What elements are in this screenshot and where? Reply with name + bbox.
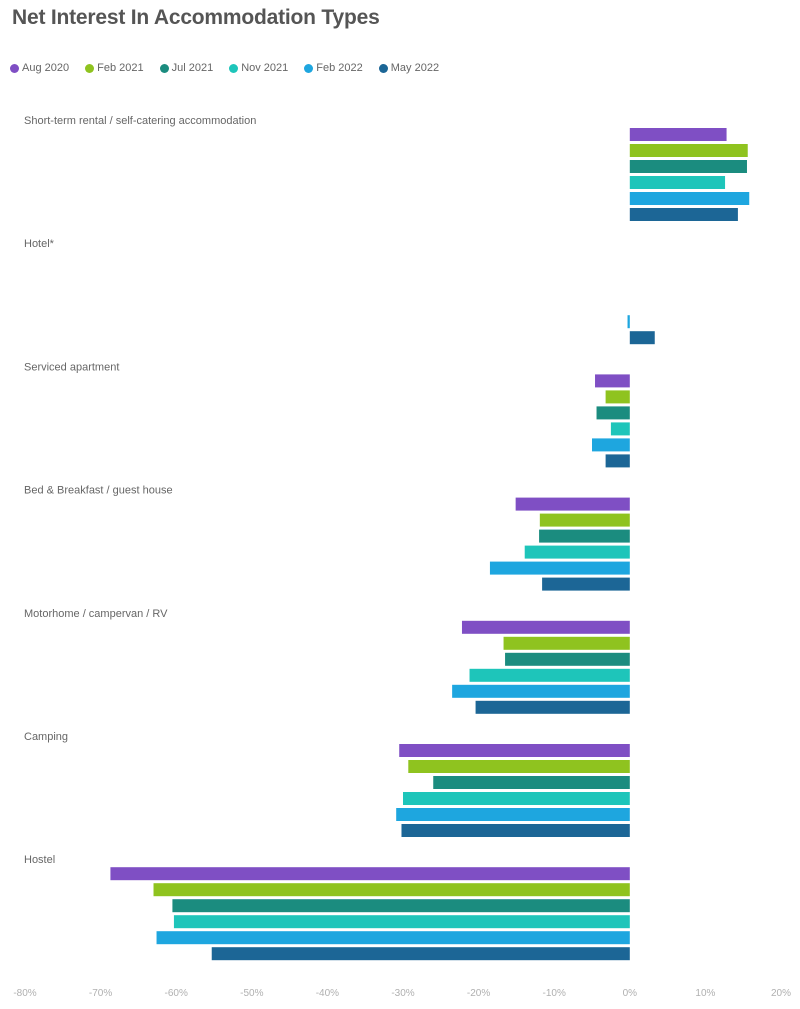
bar-may-2022[interactable] (211, 947, 630, 961)
bar-feb-2021[interactable] (629, 144, 748, 157)
legend-label: May 2022 (390, 62, 440, 74)
bar-aug-2020[interactable] (629, 128, 727, 141)
x-tick-label: -40% (316, 988, 339, 999)
legend-label: Jul 2021 (171, 62, 214, 74)
legend-dot-icon (229, 63, 239, 73)
bar-nov-2021[interactable] (173, 915, 630, 929)
bar-feb-2022[interactable] (396, 808, 630, 821)
bar-feb-2021[interactable] (605, 390, 630, 404)
bar-aug-2020[interactable] (461, 620, 630, 634)
category-label: Hotel* (24, 238, 55, 250)
legend-label: Feb 2022 (316, 62, 363, 74)
x-tick-label: -30% (391, 988, 414, 999)
bar-jul-2021[interactable] (505, 652, 630, 666)
legend-dot-icon (304, 63, 314, 73)
bar-aug-2020[interactable] (595, 374, 630, 388)
legend-item-feb-2022[interactable]: Feb 2022 (304, 62, 363, 74)
bar-nov-2021[interactable] (629, 176, 726, 189)
bar-aug-2020[interactable] (515, 497, 630, 511)
bar-feb-2022[interactable] (592, 438, 630, 452)
legend-dot-icon (159, 63, 169, 73)
legend-item-nov-2021[interactable]: Nov 2021 (229, 62, 288, 74)
legend-item-feb-2021[interactable]: Feb 2021 (85, 62, 144, 74)
bar-jul-2021[interactable] (596, 406, 630, 420)
bar-nov-2021[interactable] (524, 545, 630, 559)
bar-may-2022[interactable] (605, 454, 630, 468)
x-tick-label: 0% (623, 988, 638, 999)
bar-jul-2021[interactable] (629, 160, 747, 173)
bar-feb-2021[interactable] (503, 636, 630, 650)
bar-feb-2022[interactable] (489, 561, 630, 575)
bar-feb-2022[interactable] (452, 684, 630, 698)
x-tick-label: -50% (240, 988, 263, 999)
bar-jul-2021[interactable] (539, 529, 630, 543)
legend-dot-icon (85, 63, 95, 73)
category-label: Short-term rental / self-catering accomm… (24, 115, 256, 127)
legend-item-aug-2020[interactable]: Aug 2020 (10, 62, 69, 74)
bar-may-2022[interactable] (629, 331, 655, 345)
bar-feb-2021[interactable] (539, 513, 630, 527)
legend-dot-icon (378, 63, 388, 73)
bar-may-2022[interactable] (401, 824, 630, 837)
chart-title: Net Interest In Accommodation Types (12, 6, 380, 29)
bar-aug-2020[interactable] (399, 744, 630, 757)
bar-feb-2022[interactable] (156, 931, 630, 945)
legend-dot-icon (10, 63, 19, 73)
chart-legend: Aug 2020 Feb 2021 Jul 2021 Nov 2021 Feb … (10, 62, 455, 74)
x-tick-label: -80% (13, 988, 36, 999)
x-tick-label: -60% (165, 988, 188, 999)
category-label: Motorhome / campervan / RV (24, 608, 168, 620)
bar-nov-2021[interactable] (403, 792, 630, 805)
x-tick-label: 20% (771, 988, 791, 999)
x-tick-label: -70% (89, 988, 112, 999)
bar-feb-2021[interactable] (408, 760, 630, 773)
bar-aug-2020[interactable] (110, 867, 630, 881)
category-label: Hostel (24, 854, 55, 866)
bar-feb-2022[interactable] (629, 192, 750, 205)
bar-feb-2022[interactable] (627, 315, 630, 329)
legend-item-may-2022[interactable]: May 2022 (378, 62, 440, 74)
legend-item-jul-2021[interactable]: Jul 2021 (159, 62, 214, 74)
legend-label: Nov 2021 (241, 62, 289, 74)
category-label: Camping (24, 731, 68, 743)
bar-feb-2021[interactable] (153, 883, 630, 897)
bar-nov-2021[interactable] (469, 668, 630, 682)
x-tick-label: -10% (543, 988, 566, 999)
bar-nov-2021[interactable] (610, 422, 630, 436)
x-tick-label: 10% (695, 988, 715, 999)
bar-may-2022[interactable] (629, 208, 738, 221)
x-tick-label: -20% (467, 988, 490, 999)
bar-jul-2021[interactable] (433, 776, 630, 789)
legend-label: Feb 2021 (97, 62, 144, 74)
category-label: Serviced apartment (24, 361, 119, 373)
bar-may-2022[interactable] (475, 700, 630, 714)
legend-label: Aug 2020 (22, 62, 70, 74)
category-label: Bed & Breakfast / guest house (24, 485, 173, 497)
bar-jul-2021[interactable] (172, 899, 630, 913)
bar-may-2022[interactable] (542, 577, 630, 591)
